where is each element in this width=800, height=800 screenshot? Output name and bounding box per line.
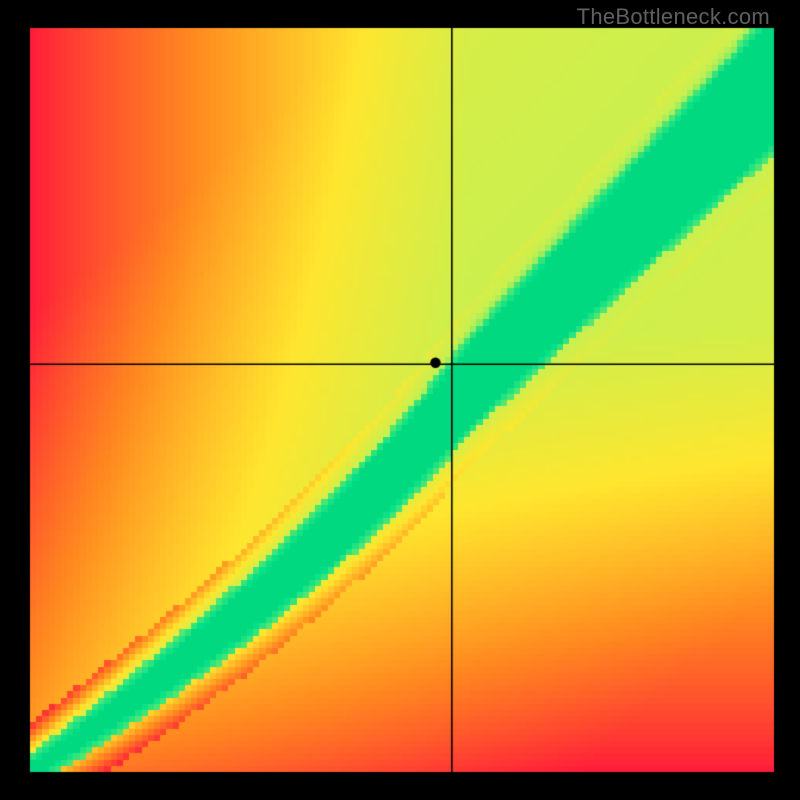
watermark-text: TheBottleneck.com: [577, 4, 770, 30]
